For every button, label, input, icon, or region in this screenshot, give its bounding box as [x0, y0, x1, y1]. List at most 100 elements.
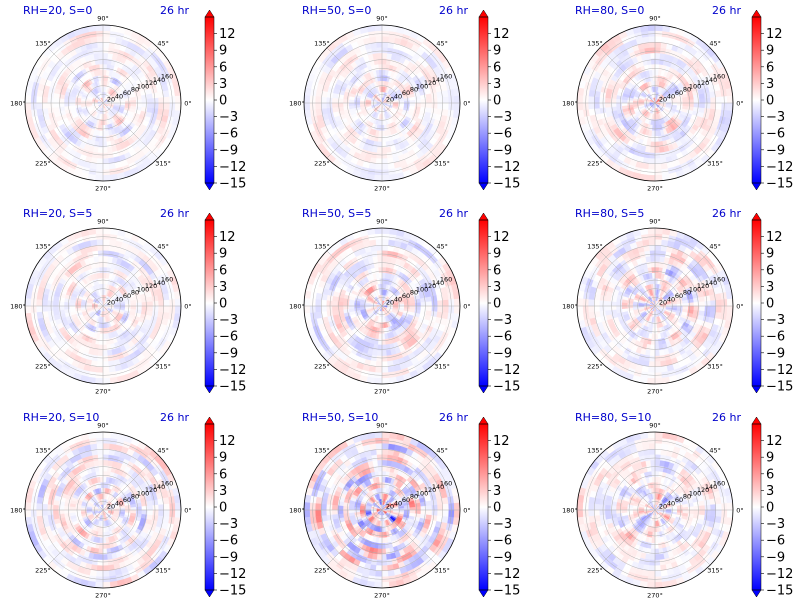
angle-tick-label: 135°: [35, 39, 51, 47]
colorbar-tick-label: −3: [493, 313, 512, 328]
heat-cell: [647, 24, 656, 32]
angle-tick-label: 90°: [376, 15, 388, 23]
colorbar-tick-label: 9: [219, 247, 227, 262]
heat-cell: [102, 74, 106, 82]
heat-cell: [654, 147, 661, 154]
panel-title: RH=80, S=0: [575, 4, 644, 17]
heat-cell: [403, 102, 411, 106]
colorbar-tick-label: −9: [493, 143, 512, 158]
heat-cell: [163, 299, 171, 307]
angle-tick-label: 270°: [374, 388, 390, 396]
heat-cell: [726, 95, 734, 104]
angle-tick-label: 45°: [436, 242, 448, 250]
colorbar-extend-max: [204, 212, 215, 221]
angle-tick-label: 135°: [314, 39, 330, 47]
heat-cell: [47, 102, 54, 109]
heat-cell: [381, 163, 389, 171]
heat-cell: [124, 102, 132, 106]
heat-cell: [610, 94, 617, 100]
heat-cell: [102, 277, 106, 285]
heat-cell: [376, 47, 383, 54]
colorbar-extend-max: [204, 9, 215, 18]
heat-cell: [47, 300, 54, 307]
colorbar-tick-label: −9: [219, 143, 238, 158]
heat-cell: [693, 102, 700, 108]
heat-cell: [715, 102, 723, 110]
heat-cell: [376, 350, 383, 357]
heat-cell: [52, 305, 59, 312]
heat-cell: [314, 305, 322, 313]
heat-cell: [107, 47, 115, 55]
heat-cell: [385, 58, 391, 65]
heat-cell: [442, 299, 450, 307]
heat-cell: [107, 250, 115, 258]
heat-cell: [96, 366, 104, 374]
angle-tick-label: 225°: [314, 363, 330, 371]
heat-cell: [381, 58, 387, 65]
colorbar-tick-label: 0: [219, 94, 227, 109]
heat-cell: [326, 294, 334, 302]
angle-tick-label: 45°: [157, 39, 169, 47]
heat-cell: [381, 147, 388, 154]
heat-cell: [69, 99, 76, 104]
heat-cell: [141, 309, 148, 315]
heat-cell: [654, 24, 663, 32]
angle-tick-label: 270°: [647, 185, 663, 193]
heat-cell: [659, 47, 667, 55]
heat-cell: [96, 238, 104, 246]
angle-tick-label: 45°: [709, 39, 721, 47]
colorbar-body: [752, 17, 761, 183]
colorbar-tick-label: 12: [493, 230, 510, 245]
colorbar-tick-label: −3: [766, 110, 785, 125]
heat-cell: [373, 344, 379, 351]
heat-cell: [74, 303, 82, 307]
panel-title: RH=20, S=5: [23, 207, 92, 220]
colorbar-tick-label: 3: [493, 77, 501, 92]
colorbar-tick-label: −6: [493, 127, 512, 142]
heat-cell: [374, 174, 383, 182]
heat-cell: [654, 47, 661, 54]
heat-cell: [644, 146, 651, 154]
angle-tick-label: 315°: [707, 160, 723, 168]
heat-cell: [102, 58, 108, 65]
heat-cell: [102, 238, 110, 246]
heat-cell: [98, 141, 104, 148]
heat-cell: [163, 102, 171, 110]
colorbar-tick-label: −6: [219, 330, 238, 345]
heat-cell: [587, 96, 595, 104]
heat-cell: [621, 99, 628, 104]
heat-cell: [425, 107, 433, 114]
angle-tick-label: 180°: [10, 303, 26, 311]
heat-cell: [102, 24, 111, 32]
heat-cell: [649, 147, 656, 154]
heat-cell: [626, 100, 634, 104]
heat-cell: [654, 52, 661, 59]
heat-cell: [151, 310, 159, 318]
polar-panel: 0°45°90°135°180°225°270°315°20 40 60 801001…: [289, 207, 520, 396]
heat-cell: [648, 163, 656, 171]
heat-cell: [654, 35, 662, 43]
heat-cell: [377, 136, 383, 143]
heat-cell: [381, 250, 388, 257]
heat-cell: [431, 102, 438, 109]
heat-cell: [647, 174, 656, 182]
heat-cell: [385, 261, 391, 268]
heat-cell: [303, 95, 311, 104]
heat-cell: [130, 305, 137, 310]
angle-tick-label: 315°: [155, 160, 171, 168]
colorbar-extend-max: [751, 9, 762, 18]
heat-cell: [331, 295, 339, 302]
heat-cell: [615, 98, 622, 104]
heat-cell: [102, 250, 109, 257]
polar-panel: 0°45°90°135°180°225°270°315°20 40 60 801001…: [562, 207, 793, 396]
heat-cell: [381, 35, 389, 43]
heat-cell: [24, 95, 32, 104]
angle-tick-label: 135°: [587, 39, 603, 47]
angle-tick-label: 90°: [97, 218, 109, 226]
angle-tick-label: 180°: [289, 100, 305, 108]
colorbar-tick-label: 9: [766, 44, 774, 59]
heat-cell: [649, 47, 656, 54]
heat-cell: [69, 302, 76, 307]
angle-tick-label: 0°: [736, 100, 743, 108]
colorbar-tick-label: 12: [219, 27, 236, 42]
